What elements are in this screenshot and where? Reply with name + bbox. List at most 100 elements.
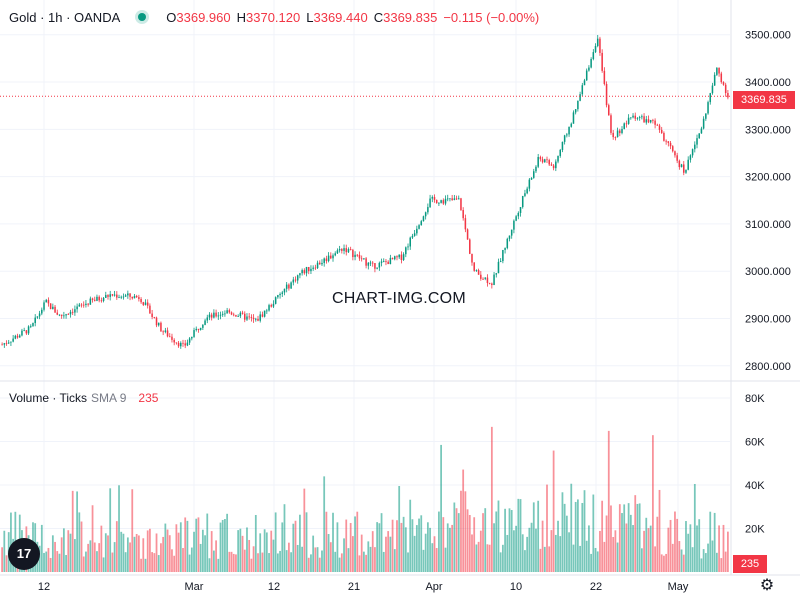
candle-body	[142, 302, 145, 305]
candle-body	[585, 70, 588, 81]
candle-body	[180, 342, 182, 347]
candle-body	[38, 313, 41, 317]
volume-bar	[411, 519, 414, 572]
volume-bar	[596, 551, 599, 572]
volume-bar	[206, 513, 209, 572]
volume-bar	[279, 550, 281, 572]
candle-body	[625, 123, 628, 125]
tradingview-logo[interactable]: 17	[8, 538, 40, 570]
volume-bar	[109, 488, 112, 572]
volume-bar	[709, 511, 712, 572]
volume-bar	[685, 521, 687, 572]
volume-title[interactable]: Volume · Ticks	[9, 391, 88, 405]
market-status-icon	[138, 13, 147, 21]
candle-body	[235, 315, 237, 317]
candle-body	[202, 324, 204, 328]
candle-body	[555, 161, 557, 169]
candle-body	[502, 249, 504, 262]
candle-body	[687, 159, 689, 170]
candle-body	[643, 116, 645, 123]
volume-bar	[367, 541, 370, 572]
candle-body	[312, 267, 314, 269]
candle-body	[469, 239, 471, 254]
candle-body	[96, 296, 98, 301]
volume-bar	[455, 508, 458, 572]
gear-icon[interactable]: ⚙	[759, 577, 775, 594]
volume-bar	[393, 549, 396, 572]
volume-bar	[215, 540, 217, 572]
volume-bar	[618, 504, 621, 572]
candle-body	[460, 198, 462, 210]
volume-tick-label: 60K	[745, 437, 765, 449]
volume-bar	[548, 546, 551, 572]
candle-body	[27, 326, 30, 334]
volume-bar	[669, 519, 672, 572]
candle-body	[515, 216, 517, 221]
volume-bar	[546, 484, 548, 572]
candle-body	[49, 303, 52, 310]
candle-body	[566, 134, 568, 136]
volume-bar	[199, 543, 202, 572]
candle-body	[107, 295, 109, 297]
volume-bar	[572, 544, 575, 572]
candle-body	[208, 314, 211, 318]
time-tick-label: 10	[510, 581, 522, 593]
volume-bar	[418, 518, 420, 572]
volume-bar	[43, 552, 45, 572]
candle-body	[526, 188, 528, 194]
candle-body	[499, 261, 502, 262]
volume-bar	[691, 547, 694, 572]
volume-bar	[175, 524, 178, 572]
candle-body	[645, 119, 648, 123]
volume-bar	[142, 538, 145, 572]
volume-bar	[197, 517, 200, 572]
volume-bar	[321, 550, 323, 572]
symbol-legend: Gold · 1h · OANDA O 3369.960 H 3370.120 …	[9, 8, 539, 26]
volume-bar	[543, 546, 546, 572]
volume-bar	[720, 558, 723, 572]
volume-bar	[535, 528, 537, 572]
price-tick-label: 3500.000	[745, 30, 791, 42]
volume-bar	[312, 535, 315, 572]
candle-body	[164, 330, 167, 332]
volume-bar	[444, 547, 447, 572]
price-tick-label: 2900.000	[745, 314, 791, 326]
volume-bar	[460, 490, 462, 572]
volume-bar	[689, 524, 692, 572]
volume-bar	[409, 499, 412, 572]
candle-body	[30, 325, 32, 327]
candle-body	[493, 274, 495, 285]
volume-bar	[561, 492, 564, 572]
volume-bar	[104, 533, 107, 572]
candle-body	[93, 299, 96, 301]
candle-body	[296, 275, 299, 281]
volume-bar	[153, 553, 156, 572]
volume-bar	[228, 551, 231, 572]
volume-bar	[579, 545, 581, 572]
volume-bar	[550, 530, 553, 572]
candle-body	[129, 293, 131, 297]
volume-bar	[369, 546, 372, 572]
volume-bar	[318, 557, 321, 572]
candle-body	[484, 277, 487, 279]
volume-bar	[173, 555, 176, 572]
candle-body	[685, 169, 687, 173]
candle-body	[387, 261, 389, 265]
volume-bar	[508, 508, 511, 572]
volume-bar	[380, 513, 383, 572]
candle-body	[435, 199, 438, 204]
symbol-title[interactable]: Gold · 1h · OANDA	[9, 9, 121, 25]
volume-bar	[257, 553, 259, 572]
volume-bar	[541, 520, 544, 572]
candle-body	[330, 255, 332, 259]
volume-bar	[246, 527, 248, 572]
candle-body	[281, 292, 284, 294]
candle-body	[210, 314, 213, 318]
volume-bar	[482, 513, 484, 572]
candle-body	[596, 38, 599, 47]
candle-body	[354, 254, 356, 258]
volume-bar	[299, 514, 301, 572]
candle-body	[349, 249, 352, 250]
candle-body	[120, 296, 123, 298]
